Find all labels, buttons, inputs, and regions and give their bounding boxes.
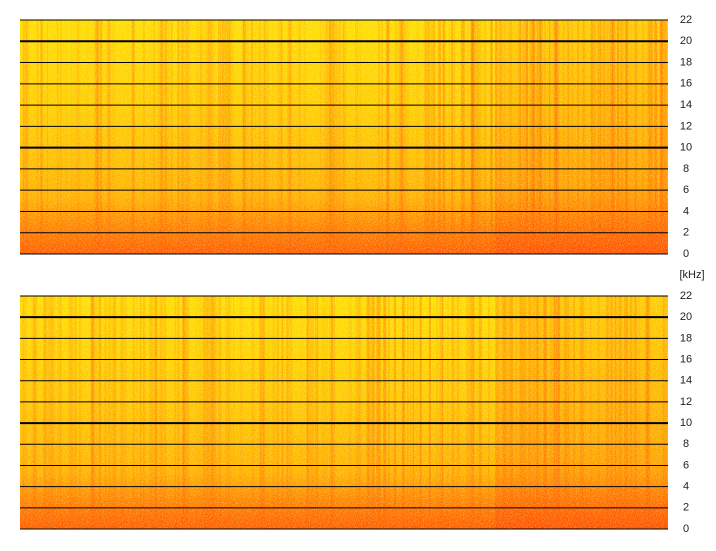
y-tick-label: 12 [680,396,692,408]
y-tick-label: 22 [680,290,692,302]
spectrogram-light-speckle [20,20,668,254]
y-tick-label: 22 [680,14,692,26]
y-tick-label: 8 [683,438,689,450]
spectrogram-panel: 0 2 4 6 8 10 12 14 16 18 20 22 [20,290,692,535]
y-tick-label: 0 [683,248,689,260]
y-tick-label: 10 [680,142,692,154]
y-tick-label: 16 [680,78,692,90]
y-tick-label: 4 [683,205,689,217]
spectrogram-light-speckle [20,296,668,529]
y-tick-label: 6 [683,184,689,196]
y-tick-label: 18 [680,332,692,344]
y-tick-label: 2 [683,502,689,514]
y-tick-label: 8 [683,163,689,175]
y-tick-label: 16 [680,353,692,365]
y-tick-label: 6 [683,459,689,471]
y-tick-label: 14 [680,99,692,111]
y-axis-label: [kHz] [679,269,704,281]
y-tick-label: 20 [680,35,692,47]
y-tick-label: 10 [680,417,692,429]
spectrogram-panel: 0 2 4 6 8 10 12 14 16 18 20 22 [kHz] [20,14,705,281]
y-tick-label: 4 [683,481,689,493]
y-tick-label: 18 [680,56,692,68]
y-tick-label: 20 [680,311,692,323]
y-tick-label: 2 [683,227,689,239]
y-tick-label: 0 [683,523,689,535]
y-tick-label: 12 [680,120,692,132]
y-tick-label: 14 [680,375,692,387]
